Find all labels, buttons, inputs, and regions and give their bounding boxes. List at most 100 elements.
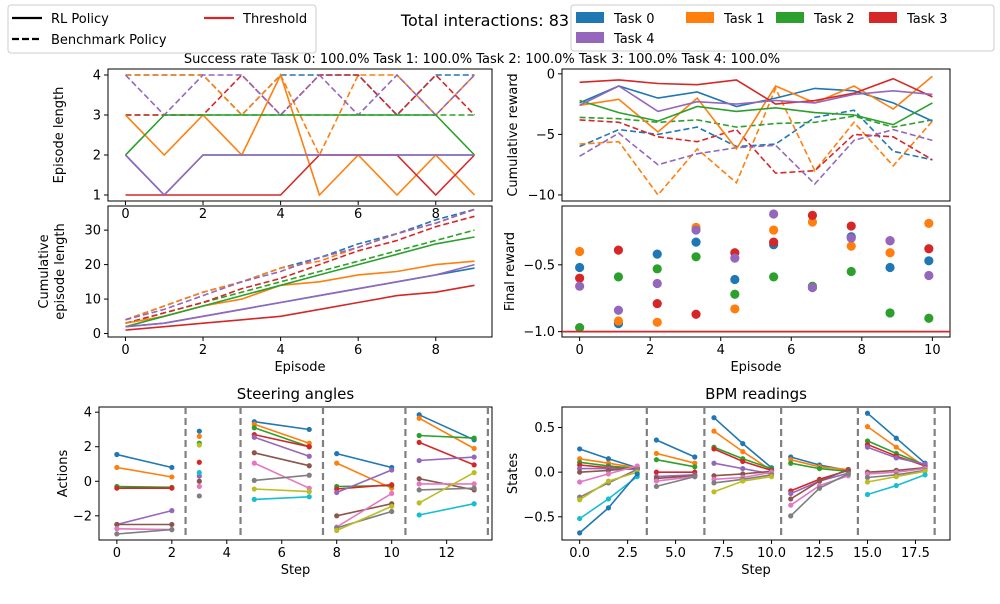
benchmark-series-line xyxy=(125,208,475,321)
trajectory-point xyxy=(740,440,746,447)
trajectory-point xyxy=(864,444,871,450)
trajectory-point xyxy=(389,467,395,473)
trajectory-point xyxy=(816,485,823,491)
trajectory-point xyxy=(740,465,746,472)
task-legend-label: Task 0 xyxy=(613,12,654,27)
axes-frame xyxy=(561,406,951,541)
trajectory-point xyxy=(251,477,257,484)
trajectory-point xyxy=(711,428,717,434)
rl-series-line xyxy=(125,263,475,328)
scatter-point xyxy=(769,209,779,219)
trajectory-line xyxy=(336,452,392,469)
trajectory-point xyxy=(306,489,312,495)
x-tick-label: 8 xyxy=(432,207,440,222)
scatter-point xyxy=(730,253,740,263)
scatter-point xyxy=(885,236,895,246)
trajectory-line xyxy=(336,462,393,489)
trajectory-line xyxy=(254,452,310,467)
scatter-point xyxy=(691,309,701,319)
task-legend-label: Task 2 xyxy=(813,12,854,27)
trajectory-line xyxy=(419,502,475,516)
trajectory-point xyxy=(845,471,851,477)
panel-bpm-readings: 0.0 2.5 5.0 7.5 10.0 12.5 15.0 17.5 −0.5 0.0 0.5 St… xyxy=(506,385,951,578)
x-axis-label: Step xyxy=(281,563,311,578)
trajectory-point xyxy=(605,505,612,511)
task-legend-label: Task 4 xyxy=(613,32,654,47)
scatter-point xyxy=(846,233,856,243)
trajectory-point xyxy=(416,487,422,493)
rl-series-line xyxy=(579,99,933,126)
scatter-point xyxy=(924,313,934,323)
y-axis-label: Actions xyxy=(56,450,71,498)
policy-legend-label: Benchmark Policy xyxy=(51,33,167,48)
panel-cumulative-reward: 0 −5 −10 Cumulative reward xyxy=(506,67,951,203)
trajectory-point xyxy=(169,521,175,528)
scatter-point xyxy=(885,248,895,258)
y-tick-label: −0.5 xyxy=(523,258,555,273)
trajectory-line xyxy=(656,475,695,488)
trajectory-point xyxy=(196,483,202,490)
trajectory-point xyxy=(169,508,175,514)
scatter-point xyxy=(575,262,585,273)
x-tick-label: 8 xyxy=(333,546,341,561)
x-tick-label: 6 xyxy=(354,207,362,222)
trajectory-point xyxy=(845,466,851,473)
trajectory-line xyxy=(116,509,172,526)
trajectory-point xyxy=(416,500,422,506)
trajectory-point xyxy=(169,474,175,480)
trajectory-point xyxy=(306,494,312,500)
trajectory-point xyxy=(605,478,612,484)
scatter-point xyxy=(575,273,585,283)
rl-series-line xyxy=(579,77,933,105)
x-tick-label: 2 xyxy=(646,343,654,358)
trajectory-point xyxy=(196,428,202,434)
trajectory-point xyxy=(740,471,746,477)
x-tick-label: 6 xyxy=(354,343,362,358)
y-tick-label: 10 xyxy=(84,293,101,308)
trajectory-point xyxy=(768,474,775,480)
scatter-point xyxy=(730,304,740,314)
y-axis-label-line: Cumulative xyxy=(37,234,52,308)
trajectory-point xyxy=(169,527,175,533)
x-tick-label: 4 xyxy=(276,343,284,358)
trajectory-point xyxy=(864,471,871,477)
x-tick-label: 4 xyxy=(223,546,231,561)
trajectory-point xyxy=(788,460,794,466)
panel-title: BPM readings xyxy=(705,385,807,403)
scatter-point xyxy=(575,281,585,291)
y-tick-label: 4 xyxy=(93,69,101,84)
trajectory-point xyxy=(788,513,794,519)
scatter-point xyxy=(613,245,624,255)
trajectory-point xyxy=(864,474,871,481)
trajectory-point xyxy=(816,478,823,484)
trajectory-point xyxy=(864,410,871,416)
trajectory-point xyxy=(864,438,871,444)
x-axis-label: Episode xyxy=(274,360,325,375)
policy-legend-frame xyxy=(7,4,317,54)
rl-series-line xyxy=(579,85,933,113)
rl-series-line xyxy=(125,284,475,331)
trajectory-point xyxy=(634,471,640,477)
trajectory-line xyxy=(418,414,475,441)
trajectory-point xyxy=(605,471,612,477)
trajectory-point xyxy=(334,460,340,466)
legends: RL Policy Benchmark Policy Threshold Task 0… xyxy=(7,4,995,54)
trajectory-line xyxy=(254,496,310,501)
trajectory-line xyxy=(656,475,695,482)
scatter-point xyxy=(846,241,856,251)
rl-series-line xyxy=(579,75,933,151)
trajectory-point xyxy=(893,474,899,480)
trajectory-point xyxy=(864,491,871,498)
trajectory-line xyxy=(116,485,172,489)
trajectory-point xyxy=(577,469,583,475)
trajectory-point xyxy=(922,472,928,478)
trajectory-line xyxy=(656,474,695,480)
rl-series-line xyxy=(125,154,476,197)
trajectory-line xyxy=(116,453,172,469)
scatter-point xyxy=(652,298,662,309)
trajectory-point xyxy=(389,482,395,488)
trajectory-point xyxy=(114,521,120,528)
trajectory-point xyxy=(653,478,660,484)
